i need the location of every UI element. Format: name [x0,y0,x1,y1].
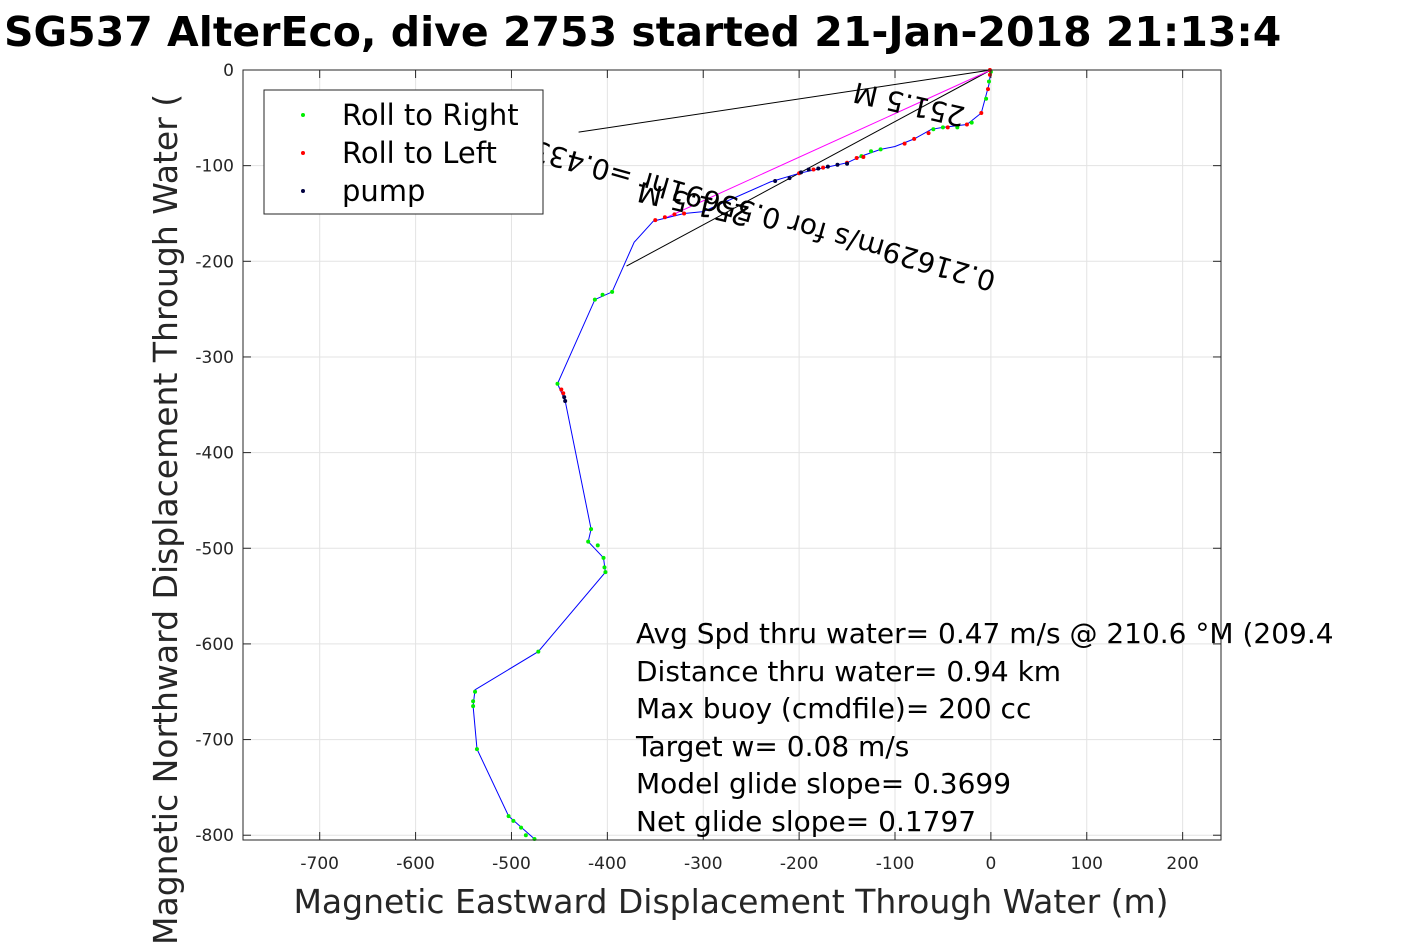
marker-roll-to-right [523,833,528,838]
legend-label-pump: pump [342,174,425,208]
marker-pump [773,178,778,183]
marker-roll-to-right [603,570,608,575]
legend-marker-pump [301,189,305,193]
y-tick-label: -500 [195,539,234,559]
marker-roll-to-right [940,125,945,130]
marker-roll-to-right [555,381,560,386]
y-tick-label: -600 [195,635,234,655]
y-tick-label: 0 [223,61,234,81]
x-tick-label: -700 [300,854,339,874]
x-tick-label: -600 [396,854,435,874]
x-tick-label: -500 [492,854,531,874]
chart-title: SG537 AlterEco, dive 2753 started 21-Jan… [4,8,1281,56]
marker-roll-to-left [979,111,984,116]
stats-annotations: Avg Spd thru water= 0.47 m/s @ 210.6 °M … [635,617,1334,838]
marker-roll-to-left [945,125,950,130]
y-ticks: 0 -100 -200 -300 -400 -500 -600 -700 -800 [195,61,1221,846]
x-tick-label: -300 [684,854,723,874]
annotation-avg-speed: Avg Spd thru water= 0.47 m/s @ 210.6 °M … [636,617,1334,650]
x-ticks: -700 -600 -500 -400 -300 -200 -100 0 100 200 [300,70,1199,874]
x-axis-label: Magnetic Eastward Displacement Through W… [293,882,1168,921]
marker-roll-to-right [984,96,989,101]
y-tick-label: -300 [195,348,234,368]
marker-roll-to-right [506,814,511,819]
legend-label-roll-left: Roll to Left [342,136,497,170]
marker-roll-to-right [602,565,607,570]
marker-roll-to-right [519,825,524,830]
legend-label-roll-right: Roll to Right [342,98,519,132]
marker-roll-to-right [610,289,615,294]
marker-roll-to-left [653,218,658,223]
marker-roll-to-left [902,141,907,146]
marker-roll-to-left [561,391,566,396]
y-axis-label: Magnetic Northward Displacement Through … [146,94,185,945]
marker-roll-to-right [473,689,478,694]
marker-pump [825,164,830,169]
legend-marker-roll-right [301,113,305,117]
course-line [578,69,991,133]
x-tick-label: -400 [588,854,627,874]
marker-pump [563,398,568,403]
legend-marker-roll-left [301,151,305,155]
marker-roll-to-right [869,149,874,154]
annotation-max-buoy: Max buoy (cmdfile)= 200 cc [636,692,1031,725]
marker-roll-to-right [931,127,936,132]
x-tick-label: 100 [1071,854,1103,874]
marker-pump [806,167,811,172]
marker-roll-to-right [592,297,597,302]
marker-roll-to-left [672,212,677,217]
marker-roll-to-right [878,147,883,152]
y-tick-label: -400 [195,444,234,464]
x-tick-label: -100 [876,854,915,874]
marker-pump [787,176,792,181]
annotation-distance: Distance thru water= 0.94 km [636,655,1061,688]
course-line [664,69,992,219]
marker-roll-to-left [964,122,969,127]
marker-pump [845,161,850,166]
markers [471,68,993,842]
marker-roll-to-left [912,136,917,141]
y-tick-label: -700 [195,731,234,751]
legend: Roll to Right Roll to Left pump [263,89,544,215]
marker-pump [835,162,840,167]
marker-roll-to-right [986,79,991,84]
y-tick-label: -100 [195,157,234,177]
marker-roll-to-left [811,167,816,172]
grid-x [319,70,1184,840]
marker-roll-to-right [601,555,606,560]
plot-frame [242,69,1222,841]
marker-roll-to-right [471,704,476,709]
marker-roll-to-right [589,527,594,532]
marker-roll-to-right [586,539,591,544]
x-tick-label: 200 [1166,854,1198,874]
marker-roll-to-right [969,120,974,125]
marker-roll-to-right [536,649,541,654]
annotation-target-w: Target w= 0.08 m/s [635,730,909,763]
annotation-model-glide: Model glide slope= 0.3699 [636,767,1011,800]
marker-roll-to-left [854,156,859,160]
marker-roll-to-right [471,699,476,704]
marker-roll-to-right [474,747,479,752]
marker-roll-to-right [955,125,960,130]
marker-roll-to-left [662,215,667,220]
y-tick-label: -200 [195,252,234,272]
marker-roll-to-left [986,87,991,92]
marker-roll-to-right [595,543,600,548]
y-tick-label: -800 [195,826,234,846]
marker-pump [562,395,567,400]
marker-roll-to-left [559,387,564,392]
marker-roll-to-left [861,155,866,160]
x-tick-label: -200 [780,854,819,874]
marker-roll-to-right [600,292,605,297]
marker-roll-to-left [821,165,826,170]
marker-pump [816,166,821,171]
marker-roll-to-left [926,131,931,136]
legend-box [263,89,544,215]
marker-roll-to-right [511,818,516,823]
marker-pump [799,170,804,175]
annotation-net-glide: Net glide slope= 0.1797 [636,805,976,838]
x-tick-label: 0 [985,854,996,874]
marker-roll-to-left [682,211,687,216]
